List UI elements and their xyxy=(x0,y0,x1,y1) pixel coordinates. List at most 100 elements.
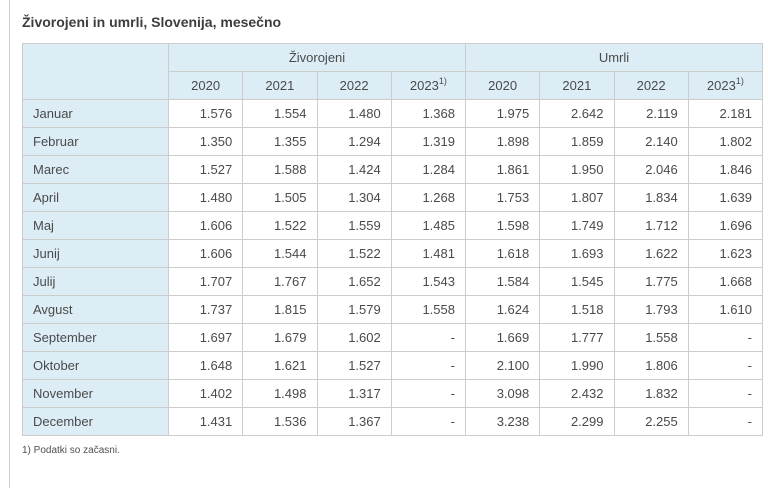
year-header: 2022 xyxy=(316,71,392,100)
data-cell: 1.806 xyxy=(613,351,689,380)
table-row: November 1.402 1.498 1.317 - 3.098 2.432… xyxy=(22,379,764,408)
data-cell: 1.304 xyxy=(316,183,392,212)
page-title: Živorojeni in umrli, Slovenija, mesečno xyxy=(22,14,282,30)
row-header-month: April xyxy=(22,183,169,212)
row-header-month: December xyxy=(22,407,169,436)
table-row: Maj 1.606 1.522 1.559 1.485 1.598 1.749 … xyxy=(22,211,764,240)
data-cell: 2.100 xyxy=(464,351,541,380)
data-cell: 1.679 xyxy=(242,323,318,352)
data-cell: 1.975 xyxy=(464,99,541,128)
data-cell: 1.950 xyxy=(539,155,615,184)
row-header-month: September xyxy=(22,323,169,352)
data-cell: 1.588 xyxy=(242,155,318,184)
data-cell: 1.527 xyxy=(167,155,244,184)
row-header-month: Junij xyxy=(22,239,169,268)
year-header-preliminary: 20231) xyxy=(687,71,764,100)
data-cell: 1.749 xyxy=(539,211,615,240)
data-cell: 1.610 xyxy=(687,295,764,324)
data-cell: - xyxy=(687,407,764,436)
column-group-umrli: Umrli xyxy=(465,43,763,72)
data-cell: 1.598 xyxy=(464,211,541,240)
data-cell: 2.140 xyxy=(613,127,689,156)
data-cell: 1.834 xyxy=(613,183,689,212)
data-cell: 1.284 xyxy=(390,155,467,184)
data-cell: 1.498 xyxy=(242,379,318,408)
data-cell: 1.832 xyxy=(613,379,689,408)
data-cell: - xyxy=(390,407,467,436)
table-row: April 1.480 1.505 1.304 1.268 1.753 1.80… xyxy=(22,183,764,212)
data-cell: 1.707 xyxy=(167,267,244,296)
year-header: 2020 xyxy=(464,71,541,100)
data-cell: 1.558 xyxy=(390,295,467,324)
data-cell: 2.119 xyxy=(613,99,689,128)
births-deaths-table: Živorojeni Umrli 2020 2021 2022 20231) 2… xyxy=(22,43,764,436)
row-header-month: Januar xyxy=(22,99,169,128)
content-area: Živorojeni in umrli, Slovenija, mesečno … xyxy=(22,13,764,456)
table-row: September 1.697 1.679 1.602 - 1.669 1.77… xyxy=(22,323,764,352)
table-row: Januar 1.576 1.554 1.480 1.368 1.975 2.6… xyxy=(22,99,764,128)
data-cell: 1.294 xyxy=(316,127,392,156)
data-cell: 1.846 xyxy=(687,155,764,184)
data-cell: 1.648 xyxy=(167,351,244,380)
data-cell: 1.807 xyxy=(539,183,615,212)
data-cell: 1.697 xyxy=(167,323,244,352)
row-header-month: Avgust xyxy=(22,295,169,324)
data-cell: 2.299 xyxy=(539,407,615,436)
data-cell: 1.623 xyxy=(687,239,764,268)
data-cell: 1.544 xyxy=(242,239,318,268)
data-cell: - xyxy=(687,323,764,352)
row-header-month: Marec xyxy=(22,155,169,184)
row-header-month: Februar xyxy=(22,127,169,156)
data-cell: 1.268 xyxy=(390,183,467,212)
year-header-row: 2020 2021 2022 20231) 2020 2021 2022 202… xyxy=(23,71,764,100)
table-row: Junij 1.606 1.544 1.522 1.481 1.618 1.69… xyxy=(22,239,764,268)
column-group-zivorojeni: Živorojeni xyxy=(168,43,466,72)
data-cell: 1.350 xyxy=(167,127,244,156)
year-label: 2023 xyxy=(706,78,736,93)
data-cell: - xyxy=(390,323,467,352)
data-cell: 1.622 xyxy=(613,239,689,268)
data-cell: 1.990 xyxy=(539,351,615,380)
data-cell: 1.753 xyxy=(464,183,541,212)
data-cell: 1.505 xyxy=(242,183,318,212)
data-cell: 1.696 xyxy=(687,211,764,240)
data-cell: 1.618 xyxy=(464,239,541,268)
data-cell: 1.712 xyxy=(613,211,689,240)
year-header-preliminary: 20231) xyxy=(390,71,467,100)
row-header-month: Maj xyxy=(22,211,169,240)
data-cell: 1.522 xyxy=(242,211,318,240)
data-cell: 3.238 xyxy=(464,407,541,436)
data-cell: 1.898 xyxy=(464,127,541,156)
data-cell: 1.485 xyxy=(390,211,467,240)
data-cell: 1.777 xyxy=(539,323,615,352)
year-header: 2022 xyxy=(613,71,689,100)
data-cell: 1.522 xyxy=(316,239,392,268)
year-header: 2021 xyxy=(539,71,615,100)
data-cell: 1.355 xyxy=(242,127,318,156)
data-cell: - xyxy=(687,351,764,380)
left-panel-border xyxy=(9,0,10,488)
data-cell: 1.545 xyxy=(539,267,615,296)
data-cell: 1.431 xyxy=(167,407,244,436)
data-cell: 1.775 xyxy=(613,267,689,296)
data-cell: 1.793 xyxy=(613,295,689,324)
data-cell: 1.639 xyxy=(687,183,764,212)
data-cell: 1.859 xyxy=(539,127,615,156)
table-row: Julij 1.707 1.767 1.652 1.543 1.584 1.54… xyxy=(22,267,764,296)
data-cell: 1.579 xyxy=(316,295,392,324)
data-cell: 1.576 xyxy=(167,99,244,128)
year-header: 2020 xyxy=(167,71,244,100)
data-cell: 1.367 xyxy=(316,407,392,436)
data-cell: 1.480 xyxy=(167,183,244,212)
corner-cell xyxy=(22,43,169,100)
data-cell: 1.424 xyxy=(316,155,392,184)
data-cell: 1.606 xyxy=(167,239,244,268)
data-cell: 2.046 xyxy=(613,155,689,184)
row-header-month: Julij xyxy=(22,267,169,296)
year-label: 2023 xyxy=(409,78,439,93)
year-header: 2021 xyxy=(242,71,318,100)
footnote: 1) Podatki so začasni. xyxy=(22,445,120,456)
group-header-row: Živorojeni Umrli xyxy=(22,43,763,100)
data-cell: 1.481 xyxy=(390,239,467,268)
table-row: Avgust 1.737 1.815 1.579 1.558 1.624 1.5… xyxy=(22,295,764,324)
